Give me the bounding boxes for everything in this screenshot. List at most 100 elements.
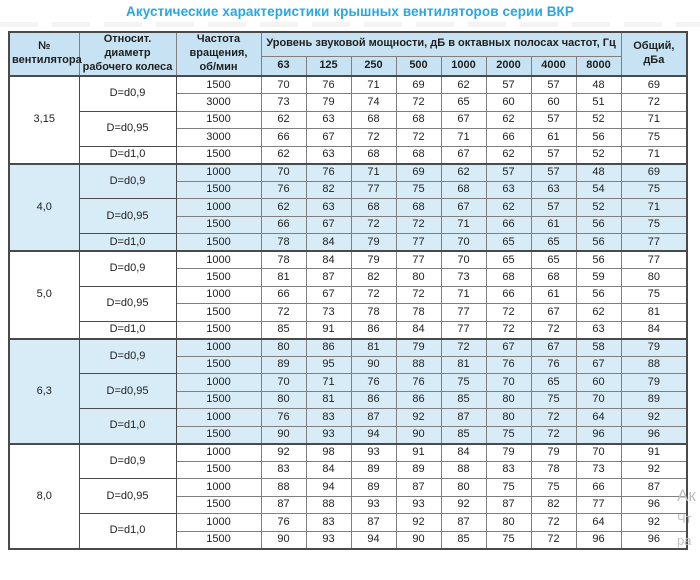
level-cell-500hz: 86 — [395, 390, 442, 409]
octave-bands-header-row: 63 125 250 500 1000 2000 4000 8000 — [9, 55, 687, 77]
diameter-cell: D=d1,0 — [78, 408, 177, 444]
level-cell-8000hz: 70 — [575, 442, 622, 462]
total-dba-cell: 84 — [620, 320, 688, 339]
fan-number-cell: 4,0 — [8, 162, 80, 252]
level-cell-4000hz: 57 — [530, 110, 577, 129]
level-cell-125hz: 76 — [305, 75, 352, 94]
level-cell-250hz: 72 — [350, 285, 397, 304]
level-cell-500hz: 93 — [395, 495, 442, 514]
level-cell-2000hz: 80 — [485, 408, 532, 427]
level-cell-125hz: 63 — [305, 110, 352, 129]
level-cell-125hz: 98 — [305, 442, 352, 462]
level-cell-500hz: 72 — [395, 128, 442, 147]
total-dba-cell: 71 — [620, 110, 688, 129]
table-row: D=d1,0 1000 76 83 87 92 87 80 72 64 92 — [9, 513, 688, 549]
level-cell-63hz: 80 — [260, 390, 307, 409]
level-cell-250hz: 68 — [350, 145, 397, 164]
diameter-cell: D=d1,0 — [78, 233, 177, 252]
level-cell-8000hz: 66 — [575, 478, 622, 497]
level-cell-500hz: 68 — [395, 110, 442, 129]
total-dba-cell: 77 — [620, 250, 688, 269]
level-cell-63hz: 85 — [260, 320, 307, 339]
level-cell-125hz: 93 — [305, 530, 352, 549]
level-cell-4000hz: 78 — [530, 460, 577, 479]
level-cell-1000hz: 72 — [440, 337, 487, 357]
table-row: D=d1,0 1000 76 83 87 92 87 80 72 64 92 — [9, 408, 688, 444]
level-cell-1000hz: 87 — [440, 408, 487, 427]
level-cell-125hz: 88 — [305, 495, 352, 514]
level-cell-2000hz: 75 — [485, 530, 532, 549]
level-cell-4000hz: 75 — [530, 390, 577, 409]
level-cell-4000hz: 61 — [530, 215, 577, 234]
level-cell-125hz: 67 — [305, 285, 352, 304]
level-cell-2000hz: 60 — [485, 93, 532, 112]
level-cell-63hz: 70 — [260, 75, 307, 94]
octave-band-header-250: 250 — [350, 55, 397, 77]
level-cell-8000hz: 96 — [575, 425, 622, 444]
diameter-cell: D=d0,9 — [78, 442, 177, 479]
level-cell-63hz: 62 — [260, 110, 307, 129]
level-cell-1000hz: 70 — [440, 233, 487, 252]
level-cell-1000hz: 84 — [440, 442, 487, 462]
level-cell-8000hz: 56 — [575, 128, 622, 147]
level-cell-500hz: 89 — [395, 460, 442, 479]
level-cell-1000hz: 67 — [440, 110, 487, 129]
octave-band-header-1000: 1000 — [440, 55, 487, 77]
col-header-sound-power-level: Уровень звуковой мощности, дБ в октавных… — [260, 31, 622, 57]
level-cell-250hz: 77 — [350, 180, 397, 199]
level-cell-250hz: 72 — [350, 215, 397, 234]
level-cell-1000hz: 62 — [440, 162, 487, 182]
level-cell-250hz: 94 — [350, 530, 397, 549]
level-cell-125hz: 76 — [305, 162, 352, 182]
level-cell-2000hz: 65 — [485, 250, 532, 269]
level-cell-2000hz: 68 — [485, 268, 532, 287]
total-dba-cell: 75 — [620, 285, 688, 304]
level-cell-125hz: 81 — [305, 390, 352, 409]
level-cell-63hz: 78 — [260, 250, 307, 269]
level-cell-250hz: 93 — [350, 442, 397, 462]
rpm-cell: 1500 — [175, 495, 262, 514]
level-cell-500hz: 69 — [395, 75, 442, 94]
level-cell-125hz: 86 — [305, 337, 352, 357]
rpm-cell: 1500 — [175, 233, 262, 252]
level-cell-63hz: 80 — [260, 337, 307, 357]
level-cell-63hz: 89 — [260, 355, 307, 374]
level-cell-4000hz: 72 — [530, 513, 577, 532]
level-cell-1000hz: 85 — [440, 425, 487, 444]
table-row: 3000 73 79 74 72 65 60 60 51 72 — [9, 93, 688, 112]
col-header-fan-number: № вентилятора — [8, 31, 82, 77]
level-cell-500hz: 68 — [395, 198, 442, 217]
level-cell-2000hz: 80 — [485, 513, 532, 532]
level-cell-4000hz: 72 — [530, 320, 577, 339]
level-cell-4000hz: 79 — [530, 442, 577, 462]
table-row: 1500 90 93 94 90 85 75 72 96 96 — [9, 530, 688, 549]
level-cell-2000hz: 63 — [485, 180, 532, 199]
level-cell-8000hz: 64 — [575, 513, 622, 532]
level-cell-500hz: 78 — [395, 303, 442, 322]
level-cell-2000hz: 57 — [485, 162, 532, 182]
level-cell-4000hz: 67 — [530, 337, 577, 357]
rpm-cell: 3000 — [175, 128, 262, 147]
level-cell-125hz: 63 — [305, 198, 352, 217]
level-cell-63hz: 90 — [260, 425, 307, 444]
level-cell-1000hz: 85 — [440, 390, 487, 409]
level-cell-250hz: 79 — [350, 250, 397, 269]
level-cell-4000hz: 63 — [530, 180, 577, 199]
rpm-cell: 1000 — [175, 198, 262, 217]
table-row: D=d0,95 1000 66 67 72 72 71 66 61 56 75 — [9, 285, 688, 322]
level-cell-125hz: 93 — [305, 425, 352, 444]
rpm-cell: 1000 — [175, 373, 262, 392]
total-dba-cell: 89 — [620, 390, 688, 409]
level-cell-500hz: 75 — [395, 180, 442, 199]
rpm-cell: 1500 — [175, 303, 262, 322]
total-dba-cell: 72 — [620, 93, 688, 112]
level-cell-2000hz: 72 — [485, 303, 532, 322]
level-cell-125hz: 94 — [305, 478, 352, 497]
level-cell-125hz: 95 — [305, 355, 352, 374]
level-cell-8000hz: 67 — [575, 355, 622, 374]
level-cell-4000hz: 68 — [530, 268, 577, 287]
level-cell-500hz: 77 — [395, 233, 442, 252]
level-cell-63hz: 81 — [260, 268, 307, 287]
level-cell-4000hz: 57 — [530, 198, 577, 217]
rpm-cell: 1000 — [175, 250, 262, 269]
